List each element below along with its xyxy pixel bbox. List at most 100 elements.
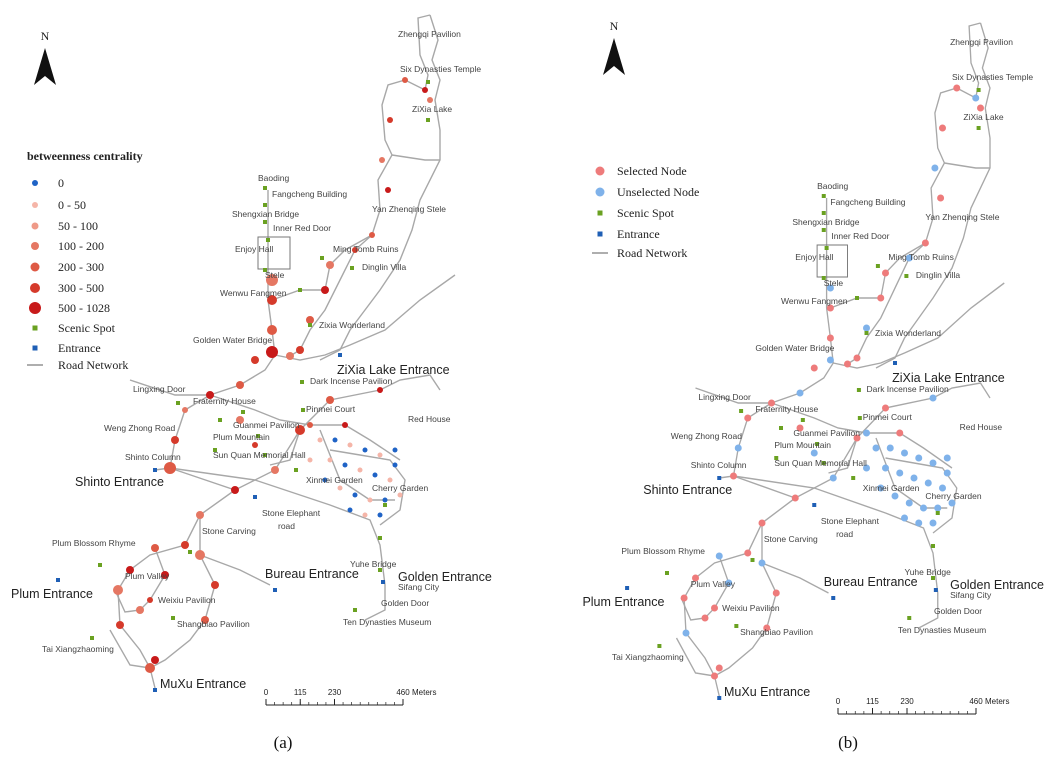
entrance-marker <box>253 495 257 499</box>
node <box>286 352 294 360</box>
legend-dot <box>31 263 40 272</box>
scale-label: 115 <box>294 688 307 697</box>
place-label: Xinmei Garden <box>306 475 363 485</box>
place-label: Zhengqi Pavilion <box>950 37 1013 47</box>
legend-label: 50 - 100 <box>58 219 98 233</box>
place-label: Stone Elephant <box>821 516 880 526</box>
node <box>348 443 353 448</box>
scenic-spot <box>300 380 304 384</box>
place-label: Plum Valley <box>125 571 170 581</box>
node <box>333 438 338 443</box>
node <box>343 463 348 468</box>
node <box>398 493 403 498</box>
place-label: Lingxing Door <box>133 384 186 394</box>
scale-label: 230 <box>900 697 914 706</box>
scenic-spot <box>378 536 382 540</box>
entrance-marker <box>812 503 816 507</box>
entrance-marker <box>625 586 629 590</box>
legend-square <box>33 346 38 351</box>
scenic-spot <box>904 274 908 278</box>
entrance-marker <box>717 476 721 480</box>
entrance-marker <box>338 353 342 357</box>
place-label: Zixia Wonderland <box>319 320 385 330</box>
node <box>920 505 927 512</box>
legend-dot <box>32 202 38 208</box>
node <box>873 445 880 452</box>
node <box>759 560 766 567</box>
node <box>402 77 408 83</box>
node <box>939 125 946 132</box>
legend-label: Entrance <box>617 227 660 241</box>
scenic-spot <box>865 331 869 335</box>
node <box>196 511 204 519</box>
node <box>681 595 688 602</box>
node <box>930 520 937 527</box>
node <box>363 513 368 518</box>
entrance-label: Bureau Entrance <box>824 575 918 589</box>
place-label: Plum Blossom Rhyme <box>621 546 705 556</box>
legend-label: 100 - 200 <box>58 239 104 253</box>
entrance-label: Shinto Entrance <box>75 475 164 489</box>
scenic-spot <box>931 544 935 548</box>
entrance-marker <box>934 588 938 592</box>
place-label: Plum Blossom Rhyme <box>52 538 136 548</box>
legend-dot <box>32 223 39 230</box>
node <box>915 455 922 462</box>
place-label: Enjoy Hall <box>235 244 273 254</box>
place-label: Dark Incense Pavilion <box>867 384 949 394</box>
node <box>882 405 889 412</box>
node <box>328 458 333 463</box>
node <box>901 515 908 522</box>
legend-label: Scenic Spot <box>617 206 675 220</box>
scenic-spot <box>657 644 661 648</box>
node <box>151 656 159 664</box>
place-label: Cherry Garden <box>372 483 428 493</box>
node <box>930 460 937 467</box>
place-label: Stele <box>265 270 285 280</box>
place-label: Golden Door <box>934 606 982 616</box>
node <box>877 295 884 302</box>
place-label: Fangcheng Building <box>272 189 347 199</box>
place-label: Six Dynasties Temple <box>952 72 1033 82</box>
node <box>353 493 358 498</box>
entrance-marker <box>153 688 157 692</box>
scenic-spot <box>266 238 270 242</box>
scenic-spot <box>426 118 430 122</box>
node <box>863 430 870 437</box>
legend-label: 200 - 300 <box>58 260 104 274</box>
node <box>326 261 334 269</box>
place-label: Stone Carving <box>764 534 818 544</box>
node <box>730 473 737 480</box>
node <box>797 390 804 397</box>
place-label: Zixia Wonderland <box>875 328 941 338</box>
node <box>827 335 834 342</box>
legend-dot <box>596 188 605 197</box>
node <box>953 85 960 92</box>
scenic-spot <box>171 616 175 620</box>
place-label: Inner Red Door <box>831 231 889 241</box>
node <box>882 465 889 472</box>
entrance-label: Shinto Entrance <box>643 483 732 497</box>
entrance-label: ZiXia Lake Entrance <box>892 371 1005 385</box>
node <box>358 468 363 473</box>
place-label: Zhengqi Pavilion <box>398 29 461 39</box>
scenic-spot <box>298 288 302 292</box>
place-label: Weng Zhong Road <box>104 423 175 433</box>
node <box>937 195 944 202</box>
place-label: Plum Valley <box>691 579 736 589</box>
entrance-marker <box>56 578 60 582</box>
node <box>854 355 861 362</box>
scenic-spot <box>801 418 805 422</box>
scenic-spot <box>383 503 387 507</box>
scenic-spot <box>739 409 743 413</box>
legend-dot <box>32 180 38 186</box>
node <box>906 500 913 507</box>
node <box>383 498 388 503</box>
legend-square <box>598 232 603 237</box>
scenic-spot <box>825 246 829 250</box>
legend-label: Scenic Spot <box>58 321 116 335</box>
place-label: Tai Xiangzhaoming <box>612 652 684 662</box>
node <box>136 606 144 614</box>
place-label: Weixiu Pavilion <box>722 603 780 613</box>
node <box>251 356 259 364</box>
